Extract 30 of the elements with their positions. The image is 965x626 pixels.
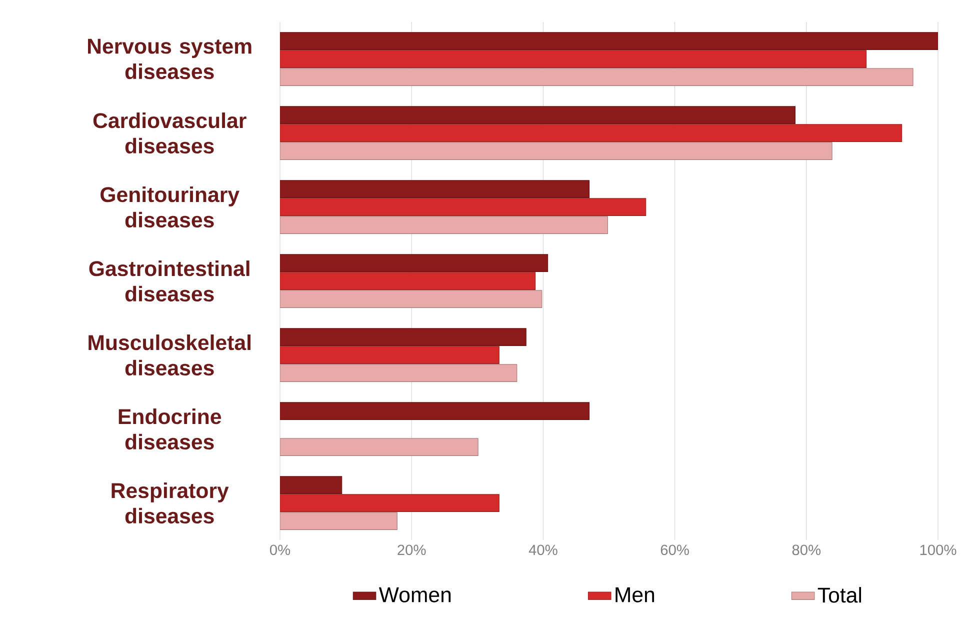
- bar: [280, 142, 832, 160]
- legend-label: Men: [616, 587, 654, 602]
- bar: [280, 68, 914, 86]
- bar: [280, 512, 398, 530]
- x-tick-label: 100%: [920, 544, 956, 556]
- x-tick-label: 20%: [398, 544, 426, 556]
- bar: [280, 290, 542, 308]
- bar: [280, 50, 867, 68]
- bar: [280, 198, 646, 216]
- bar: [280, 402, 590, 420]
- y-tick-label: Cardiovascular diseases: [93, 112, 246, 154]
- y-tick-label: Musculoskeletal diseases: [88, 334, 250, 376]
- y-tick-label: Respiratory diseases: [112, 482, 229, 524]
- bar: [280, 364, 518, 382]
- x-tick-label: 0%: [270, 544, 290, 556]
- bar: [280, 124, 902, 142]
- x-tick-label: 40%: [528, 544, 558, 556]
- x-tick-label: 60%: [660, 544, 689, 556]
- bar: [280, 272, 536, 290]
- bar: [280, 216, 608, 234]
- bar: [280, 346, 500, 364]
- y-tick-label: Nervous system diseases: [88, 38, 252, 80]
- y-tick-label: Gastrointestinal diseases: [89, 260, 250, 302]
- bar: [280, 494, 500, 512]
- x-tick-label: 80%: [792, 544, 821, 556]
- legend-label: Total: [818, 587, 862, 603]
- bar: [280, 438, 478, 456]
- legend-label: Women: [378, 587, 451, 602]
- y-tick-label: Endocrine diseases: [118, 408, 222, 450]
- y-tick-label: Genitourinary diseases: [100, 186, 240, 228]
